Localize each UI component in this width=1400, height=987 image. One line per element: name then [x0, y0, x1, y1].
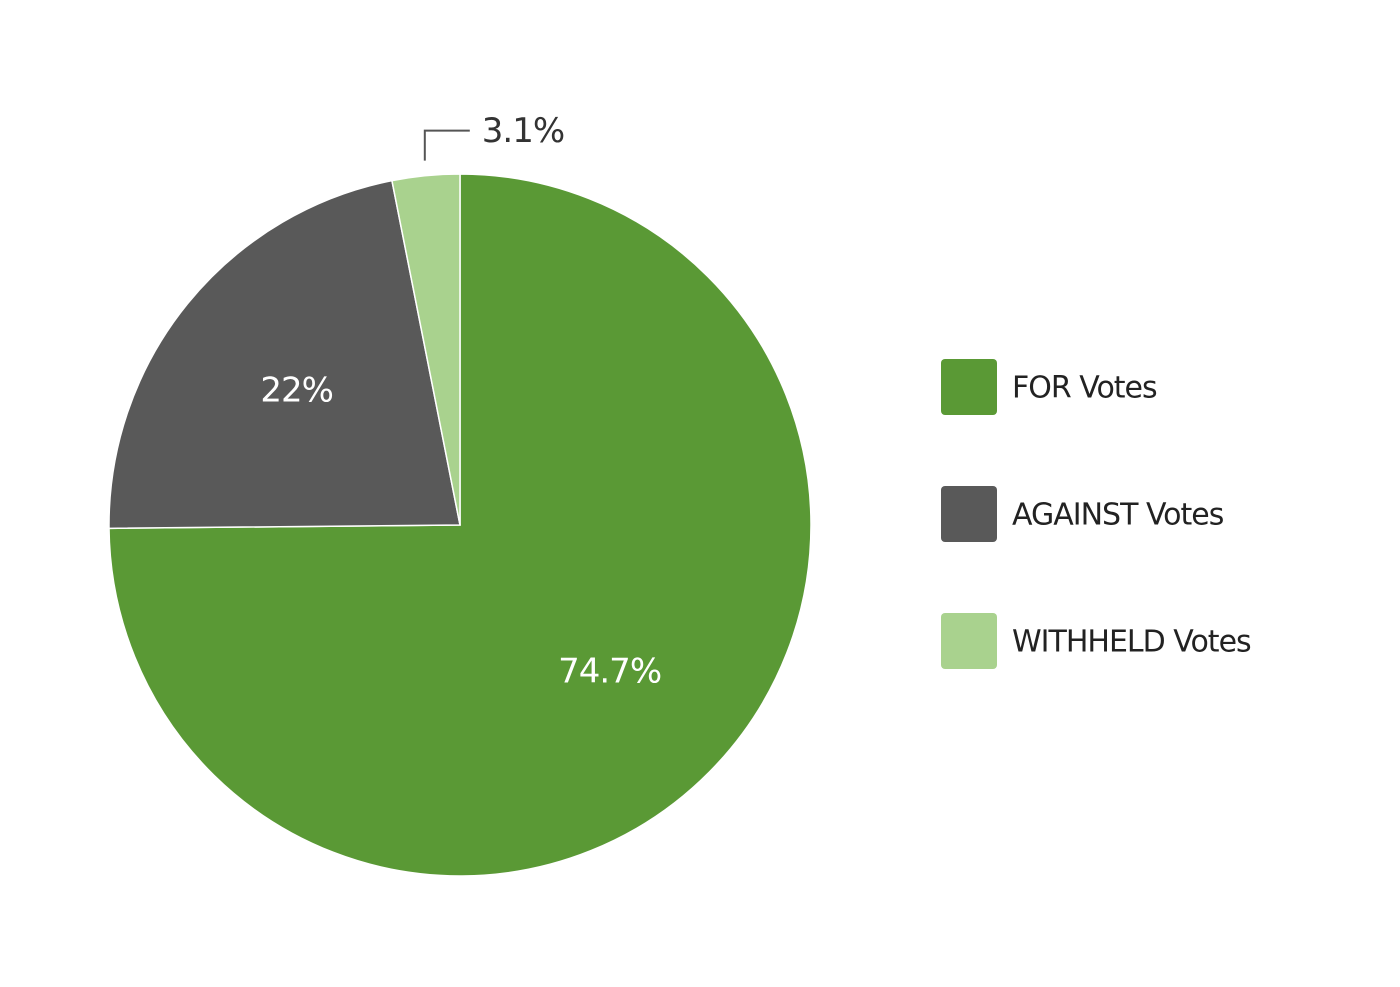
pie-slice	[391, 173, 461, 526]
data-label: 74.7%	[558, 652, 661, 692]
leader-line	[423, 129, 470, 161]
legend-swatch	[941, 613, 997, 669]
legend-label: FOR Votes	[1012, 371, 1157, 406]
pie-slice	[108, 173, 812, 877]
legend-swatch	[941, 359, 997, 415]
data-label: 3.1%	[482, 111, 564, 151]
legend-label: WITHHELD Votes	[1012, 625, 1251, 660]
pie-slice	[108, 179, 461, 530]
legend-label: AGAINST Votes	[1012, 498, 1224, 533]
legend-swatch	[941, 486, 997, 542]
data-label: 22%	[260, 371, 333, 411]
